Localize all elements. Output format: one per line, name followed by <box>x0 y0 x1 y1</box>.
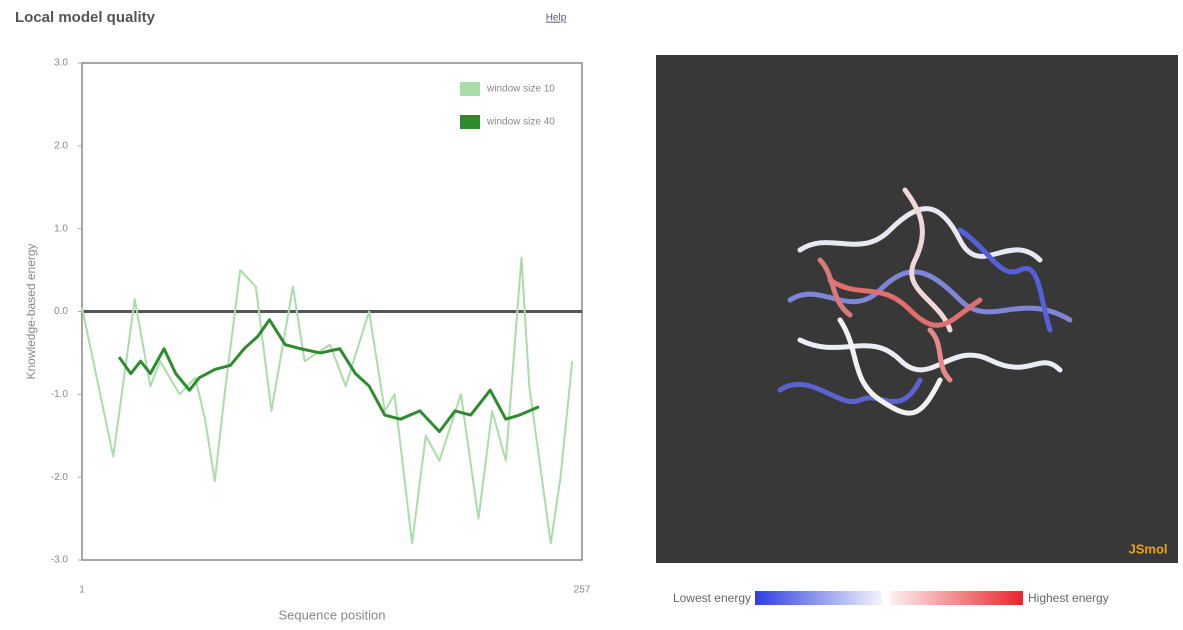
molecule <box>777 187 1073 416</box>
legend-swatch <box>460 115 480 129</box>
viewer-brand: JSmol <box>1128 541 1167 556</box>
title: Local model quality <box>15 9 156 26</box>
x-axis-label: Sequence position <box>279 607 386 622</box>
line-series <box>81 256 574 545</box>
x-tick-label: 257 <box>574 585 591 596</box>
color-scale-high <box>890 591 1023 605</box>
y-tick-label: 0.0 <box>54 306 68 317</box>
molecule-viewer <box>656 55 1178 563</box>
y-axis-label: Knowledge-based energy <box>24 243 38 379</box>
legend-high: Highest energy <box>1028 591 1109 605</box>
y-tick-label: 3.0 <box>54 58 68 69</box>
y-tick-label: -2.0 <box>51 472 69 483</box>
legend-swatch <box>460 82 480 96</box>
color-scale-low <box>755 591 882 605</box>
y-tick-label: 1.0 <box>54 223 68 234</box>
x-tick-label: 1 <box>79 585 85 596</box>
legend-label: window size 40 <box>486 117 555 128</box>
y-tick-label: 2.0 <box>54 140 68 151</box>
line-series <box>117 318 540 434</box>
help-link[interactable]: Help <box>546 13 567 24</box>
legend-label: window size 10 <box>486 84 555 95</box>
y-tick-label: -1.0 <box>51 389 69 400</box>
y-tick-label: -3.0 <box>51 555 69 566</box>
chart: -3.0 -2.0 -1.0 0.0 1.0 2.0 3.0 1 257 Sequence pos… <box>24 58 591 623</box>
legend-low: Lowest energy <box>673 591 751 605</box>
